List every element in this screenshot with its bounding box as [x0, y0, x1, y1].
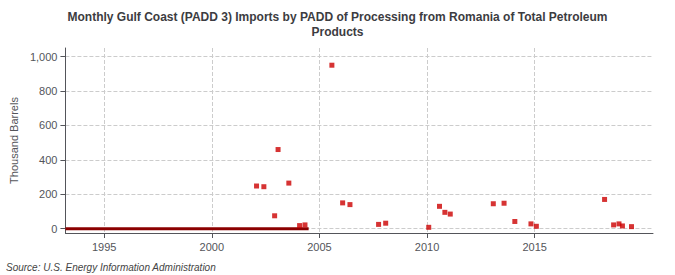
svg-text:2015: 2015	[522, 241, 546, 253]
svg-text:Monthly Gulf Coast (PADD 3) Im: Monthly Gulf Coast (PADD 3) Imports by P…	[67, 10, 607, 24]
svg-text:800: 800	[39, 85, 57, 97]
svg-text:Products: Products	[311, 25, 363, 39]
svg-text:2005: 2005	[307, 241, 331, 253]
svg-text:Thousand Barrels: Thousand Barrels	[8, 97, 20, 184]
svg-text:1,000: 1,000	[30, 51, 58, 63]
svg-text:Source: U.S. Energy Informatio: Source: U.S. Energy Information Administ…	[6, 262, 216, 273]
svg-text:600: 600	[39, 119, 57, 131]
svg-text:0: 0	[51, 223, 57, 235]
svg-text:200: 200	[39, 188, 57, 200]
svg-text:400: 400	[39, 154, 57, 166]
svg-text:2010: 2010	[415, 241, 439, 253]
svg-text:2000: 2000	[200, 241, 224, 253]
svg-text:1995: 1995	[92, 241, 116, 253]
